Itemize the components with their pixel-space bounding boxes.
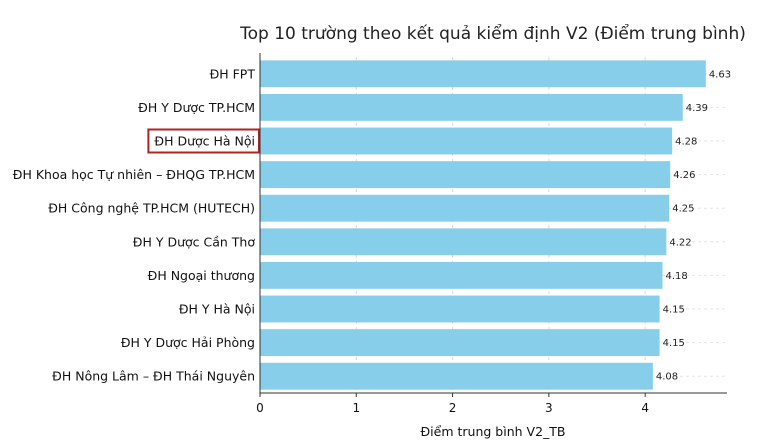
- value-label: 4.15: [663, 305, 685, 316]
- value-label: 4.63: [709, 69, 731, 80]
- bar: [260, 60, 706, 88]
- category-label: ĐH Khoa học Tự nhiên – ĐHQG TP.HCM: [13, 167, 255, 182]
- value-label: 4.08: [656, 372, 678, 383]
- value-label: 4.39: [686, 103, 708, 114]
- x-tick-label: 2: [449, 401, 457, 415]
- x-tick-label: 4: [641, 401, 649, 415]
- category-label: ĐH Công nghệ TP.HCM (HUTECH): [48, 201, 255, 216]
- x-tick-label: 1: [352, 401, 360, 415]
- bar: [260, 295, 660, 323]
- category-labels: ĐH FPT ĐH Y Dược TP.HCM ĐH Dược Hà Nội ĐH K…: [13, 66, 260, 384]
- bar: [260, 261, 663, 289]
- category-label: ĐH Y Dược Cần Thơ: [133, 234, 256, 249]
- bar: [260, 329, 660, 357]
- value-labels: 4.63 4.39 4.28 4.26 4.25 4.22 4.18 4.15 4.15 4.08: [656, 69, 731, 382]
- value-label: 4.25: [672, 204, 694, 215]
- chart-title: Top 10 trường theo kết quả kiểm định V2 …: [239, 23, 746, 44]
- value-label: 4.15: [663, 338, 685, 349]
- x-axis-title: Điểm trung bình V2_TB: [421, 424, 566, 439]
- category-label: ĐH Nông Lâm – ĐH Thái Nguyên: [52, 369, 255, 384]
- value-label: 4.22: [669, 237, 691, 248]
- category-label: ĐH Y Dược Hải Phòng: [121, 335, 255, 350]
- category-label: ĐH Y Dược TP.HCM: [138, 100, 255, 115]
- bar: [260, 194, 670, 222]
- highlight-box: [147, 128, 260, 154]
- bar: [260, 362, 653, 390]
- x-tick-label: 3: [545, 401, 553, 415]
- category-label: ĐH FPT: [210, 66, 256, 81]
- value-label: 4.26: [673, 170, 695, 181]
- bar: [260, 93, 683, 121]
- value-label: 4.18: [665, 271, 687, 282]
- category-label: ĐH Dược Hà Nội: [154, 134, 255, 149]
- bar: [260, 161, 671, 189]
- category-label: ĐH Ngoại thương: [148, 268, 255, 283]
- bar: [260, 228, 667, 256]
- bars: [260, 60, 706, 390]
- x-tick-label: 0: [256, 401, 264, 415]
- x-axis: 0 1 2 3 4: [256, 53, 727, 415]
- value-label: 4.28: [675, 137, 697, 148]
- bar: [260, 127, 673, 155]
- category-label: ĐH Y Hà Nội: [179, 302, 255, 317]
